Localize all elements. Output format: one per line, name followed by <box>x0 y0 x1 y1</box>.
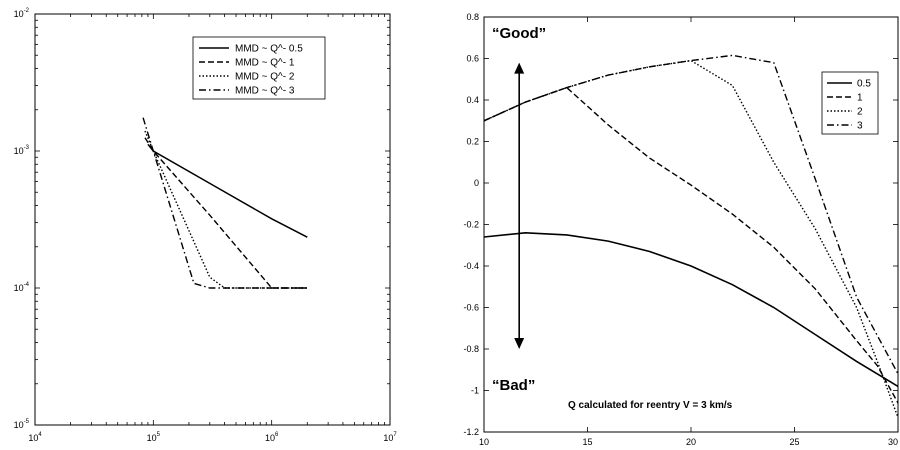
left-x-tick-label: 104 <box>28 432 42 443</box>
left-y-tick-label: 10-3 <box>14 145 30 156</box>
right-y-tick-label: -0.6 <box>463 303 479 313</box>
left-series-line-1 <box>147 143 308 238</box>
left-x-tick-label: 105 <box>147 432 161 443</box>
left-y-tick-label: 10-2 <box>14 8 30 19</box>
left-legend: MMD ~ Q^- 0.5 MMD ~ Q^- 1 MMD ~ Q^- 2 MMD ~… <box>192 36 326 100</box>
left-plot-frame <box>34 13 391 426</box>
right-y-tick-label: 0.8 <box>466 12 479 22</box>
left-y-tick-label-base: 10 <box>14 146 24 156</box>
left-series-line-3 <box>144 130 308 289</box>
left-x-tick-label: 107 <box>383 432 397 443</box>
left-x-tick-label: 106 <box>265 432 279 443</box>
right-legend-label-4: 3 <box>857 121 863 132</box>
annotation-note: Q calculated for reentry V = 3 km/s <box>568 400 733 411</box>
right-series-line-3 <box>483 59 899 418</box>
right-y-tick-label: -0.4 <box>463 261 479 271</box>
right-x-tick-label: 20 <box>686 437 696 447</box>
left-legend-label-2: MMD ~ Q^- 1 <box>235 58 295 69</box>
left-y-tick-label-base: 10 <box>14 9 24 19</box>
annotation-good: “Good” <box>492 25 546 42</box>
left-x-tick-label-exp: 6 <box>275 432 279 438</box>
left-y-tick-label-exp: -3 <box>24 145 30 151</box>
right-series-line-2 <box>483 86 899 404</box>
left-x-tick-label-exp: 4 <box>38 432 42 438</box>
right-legend-label-3: 2 <box>857 107 863 118</box>
left-x-tick-label-exp: 7 <box>393 432 397 438</box>
left-legend-label-1: MMD ~ Q^- 0.5 <box>235 44 303 55</box>
right-y-tick-label: -1.2 <box>463 427 479 437</box>
left-y-tick-label: 10-5 <box>14 419 30 430</box>
left-y-tick-label-exp: -2 <box>24 8 30 14</box>
right-x-tick-label: 15 <box>582 437 592 447</box>
right-y-tick-label: -0.8 <box>463 344 479 354</box>
right-series-line-4 <box>483 54 899 375</box>
right-legend: 0.5 1 2 3 <box>821 71 879 135</box>
right-series-line-1 <box>483 231 899 388</box>
arrow-down-head <box>514 338 525 349</box>
right-legend-label-1: 0.5 <box>857 79 871 90</box>
right-legend-label-2: 1 <box>857 93 863 104</box>
right-chart: 10 15 20 25 30 -1.2 -1 -0.8 -0.6 -0.4 -0.2 0 0.2 0.4 0… <box>463 12 899 447</box>
annotation-bad: “Bad” <box>492 377 535 394</box>
arrow-up-head <box>514 62 525 74</box>
left-y-tick-label-base: 10 <box>14 283 24 293</box>
right-x-tick-label: 10 <box>479 437 489 447</box>
left-x-tick-label-exp: 5 <box>157 432 161 438</box>
left-legend-label-4: MMD ~ Q^- 3 <box>235 86 295 97</box>
left-y-tick-label-base: 10 <box>14 420 24 430</box>
left-series-line-4 <box>142 117 308 289</box>
right-y-tick-label: 0 <box>474 178 479 188</box>
right-x-tick-label: 25 <box>789 437 799 447</box>
left-x-tick-label-base: 10 <box>383 433 393 443</box>
left-y-tick-label-exp: -5 <box>24 419 30 425</box>
left-y-tick-label: 10-4 <box>14 282 30 293</box>
right-y-tick-label: 0.2 <box>466 137 479 147</box>
left-legend-label-3: MMD ~ Q^- 2 <box>235 72 295 83</box>
left-y-tick-label-exp: -4 <box>24 282 30 288</box>
right-y-tick-label: -1 <box>471 386 479 396</box>
right-x-tick-label: 30 <box>888 437 898 447</box>
right-y-tick-label: 0.4 <box>466 95 479 105</box>
left-x-tick-label-base: 10 <box>265 433 275 443</box>
left-x-tick-label-base: 10 <box>147 433 157 443</box>
left-x-tick-label-base: 10 <box>28 433 38 443</box>
right-y-tick-label: 0.6 <box>466 54 479 64</box>
right-y-tick-label: -0.2 <box>463 220 479 230</box>
